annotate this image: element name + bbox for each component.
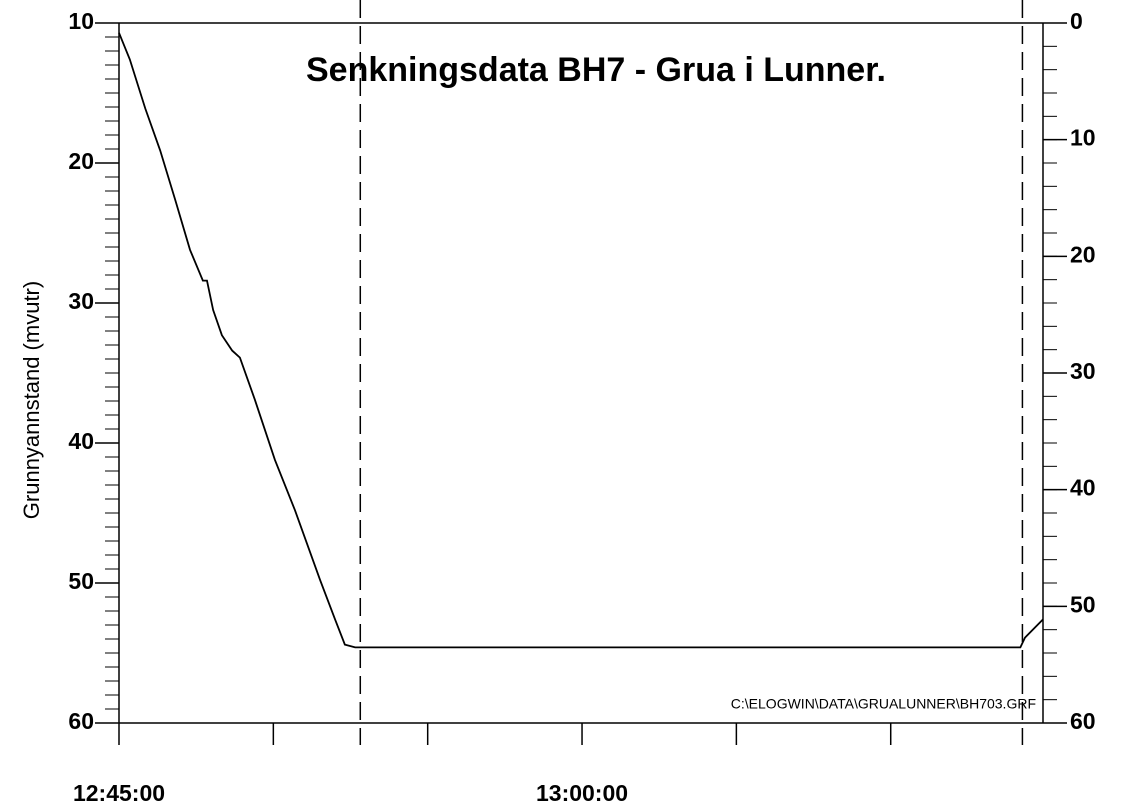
y2-tick-label: 50 — [1070, 591, 1096, 617]
y-tick-label: 60 — [68, 708, 94, 734]
x-tick-label: 13:00:00 — [536, 780, 628, 806]
y-axis-label: Grunnyannstand (mvutr) — [19, 281, 44, 519]
y-tick-label: 20 — [68, 148, 94, 174]
y2-tick-label: 0 — [1070, 8, 1083, 34]
y2-tick-label: 10 — [1070, 125, 1096, 151]
y-tick-label: 40 — [68, 428, 94, 454]
y2-tick-label: 30 — [1070, 358, 1096, 384]
y-tick-label: 50 — [68, 568, 94, 594]
x-tick-label: 12:45:00 — [73, 780, 165, 806]
y-tick-label: 30 — [68, 288, 94, 314]
file-annotation: C:\ELOGWIN\DATA\GRUALUNNER\BH703.GRF — [731, 696, 1036, 712]
data-line — [118, 32, 1044, 649]
chart-title: Senkningsdata BH7 - Grua i Lunner. — [306, 51, 886, 89]
y2-tick-label: 40 — [1070, 475, 1096, 501]
y2-tick-label: 20 — [1070, 241, 1096, 267]
y2-tick-label: 60 — [1070, 708, 1096, 734]
y-tick-label: 10 — [68, 8, 94, 34]
